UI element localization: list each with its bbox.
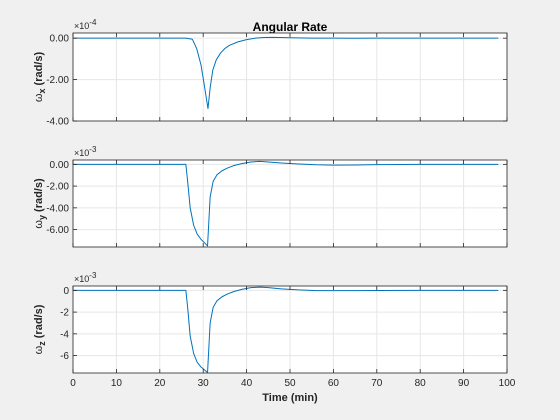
x-tick-label: 10 [111, 378, 123, 389]
y-tick-label: -2.00 [46, 182, 69, 193]
subplot-2: 0.00-2.00-4.00-6.00×10-3ωy (rad/s) [33, 145, 508, 248]
y-axis-label: ωy (rad/s) [33, 178, 47, 229]
y-tick-label: -4 [60, 329, 69, 340]
y-axis-label-symbol: ω [33, 345, 45, 354]
axis-exponent-power: -3 [89, 271, 97, 280]
y-axis-label-unit: (rad/s) [33, 52, 45, 89]
x-tick-label: 100 [499, 378, 516, 389]
x-tick-label: 50 [284, 378, 296, 389]
x-tick-label: 40 [241, 378, 253, 389]
x-tick-label: 60 [328, 378, 340, 389]
y-axis-label-subscript: x [37, 89, 47, 94]
y-tick-label: 0.00 [50, 34, 70, 45]
x-tick-label: 70 [371, 378, 383, 389]
y-tick-label: 0 [63, 286, 69, 297]
subplot-1: 0.00-2.00-4.00×10-4ωx (rad/s) [33, 18, 508, 128]
x-tick-label: 30 [198, 378, 210, 389]
y-tick-label: -6 [60, 351, 69, 362]
series-line-1 [73, 160, 499, 247]
y-axis-label-symbol: ω [33, 220, 45, 229]
y-tick-label: -4.00 [46, 203, 69, 214]
y-axis-label-subscript: y [37, 215, 47, 220]
subplots: 0.00-2.00-4.00×10-4ωx (rad/s)0.00-2.00-4… [33, 18, 516, 389]
series-line-1 [73, 286, 499, 373]
y-axis-label-unit: (rad/s) [33, 304, 45, 341]
x-tick-label: 20 [154, 378, 166, 389]
y-axis-label-subscript: z [37, 341, 47, 346]
figure-title: Angular Rate [253, 20, 328, 34]
axis-exponent-power: -3 [89, 145, 97, 154]
y-tick-label: -4.00 [46, 117, 69, 128]
x-tick-label: 80 [415, 378, 427, 389]
series-line-1 [73, 36, 499, 110]
y-axis-label-unit: (rad/s) [33, 178, 45, 215]
x-axis-label: Time (min) [262, 392, 318, 404]
axis-exponent-power: -4 [89, 18, 97, 27]
y-tick-label: -2.00 [46, 75, 69, 86]
y-tick-label: -6.00 [46, 225, 69, 236]
y-tick-label: 0.00 [50, 160, 70, 171]
y-tick-label: -2 [60, 308, 69, 319]
x-tick-label: 0 [70, 378, 76, 389]
y-axis-label: ωx (rad/s) [33, 52, 47, 103]
y-axis-label-symbol: ω [33, 93, 45, 102]
y-axis-label: ωz (rad/s) [33, 304, 47, 354]
x-tick-label: 90 [458, 378, 470, 389]
